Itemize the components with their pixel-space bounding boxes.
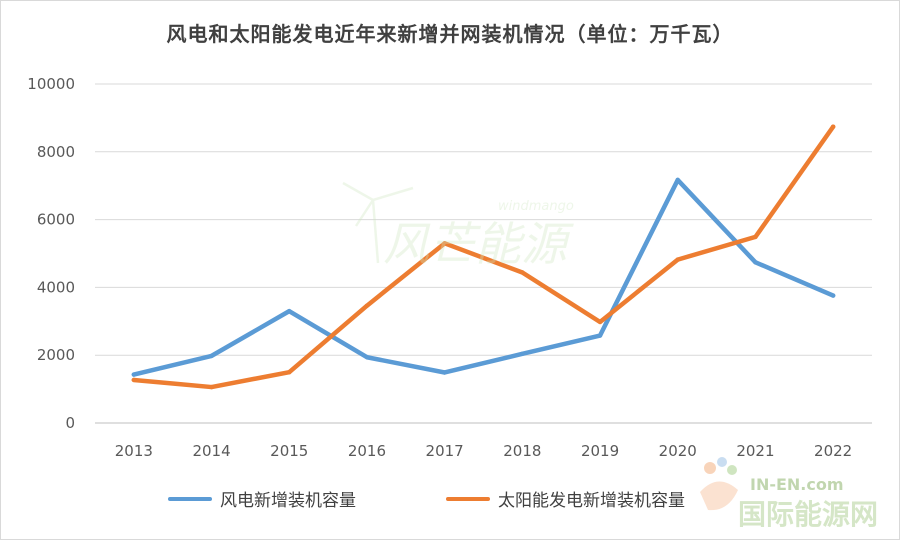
y-tick-label: 0 [65, 414, 75, 432]
x-tick-label: 2020 [659, 442, 697, 460]
x-tick-label: 2018 [503, 442, 541, 460]
windmango-watermark: windmango 风芒能源 [342, 181, 574, 271]
y-tick-label: 2000 [37, 346, 75, 364]
data-point [287, 369, 292, 375]
legend-item-solar: 太阳能发电新增装机容量 [446, 486, 685, 511]
data-point [442, 241, 447, 246]
in-en-cn-text: 国际能源网 [738, 498, 878, 531]
y-tick-label: 4000 [37, 278, 75, 296]
legend-item-wind: 风电新增装机容量 [168, 486, 356, 511]
series-line-1 [131, 124, 836, 390]
chart-title: 风电和太阳能发电近年来新增并网装机情况（单位：万千瓦） [166, 22, 734, 46]
data-point [830, 293, 836, 298]
windmango-cn-text: 风芒能源 [383, 217, 574, 271]
legend-swatch-wind [168, 496, 212, 501]
data-point [675, 257, 680, 262]
data-point [442, 370, 447, 375]
data-point [287, 308, 292, 314]
data-point [675, 177, 680, 183]
data-point [520, 270, 525, 275]
y-tick-label: 8000 [37, 143, 75, 161]
x-tick-label: 2016 [348, 442, 386, 460]
data-point [364, 303, 370, 308]
data-point [364, 355, 370, 360]
data-point [830, 124, 836, 129]
windmango-brand-text: windmango [498, 199, 574, 214]
x-tick-label: 2021 [736, 442, 774, 460]
data-point [131, 372, 137, 377]
legend-label-wind: 风电新增装机容量 [220, 491, 356, 511]
data-point [209, 384, 214, 390]
x-tick-label: 2013 [115, 442, 153, 460]
data-point [597, 319, 603, 325]
x-tick-label: 2019 [581, 442, 619, 460]
series-line-0 [131, 177, 836, 377]
in-en-watermark: IN-EN.com 国际能源网 [700, 457, 878, 531]
data-point [209, 353, 214, 359]
x-tick-label: 2022 [814, 442, 852, 460]
data-point [753, 260, 758, 265]
legend-label-solar: 太阳能发电新增装机容量 [498, 491, 685, 511]
data-point [597, 333, 603, 338]
x-tick-label: 2017 [426, 442, 464, 460]
legend-swatch-solar [446, 496, 490, 501]
data-point [753, 234, 758, 240]
y-tick-label: 6000 [37, 211, 75, 229]
y-tick-label: 10000 [27, 75, 75, 93]
data-point [520, 351, 525, 357]
x-tick-label: 2014 [192, 442, 230, 460]
in-en-brand-text: IN-EN.com [750, 475, 844, 494]
x-tick-label: 2015 [270, 442, 308, 460]
data-point [131, 377, 137, 383]
